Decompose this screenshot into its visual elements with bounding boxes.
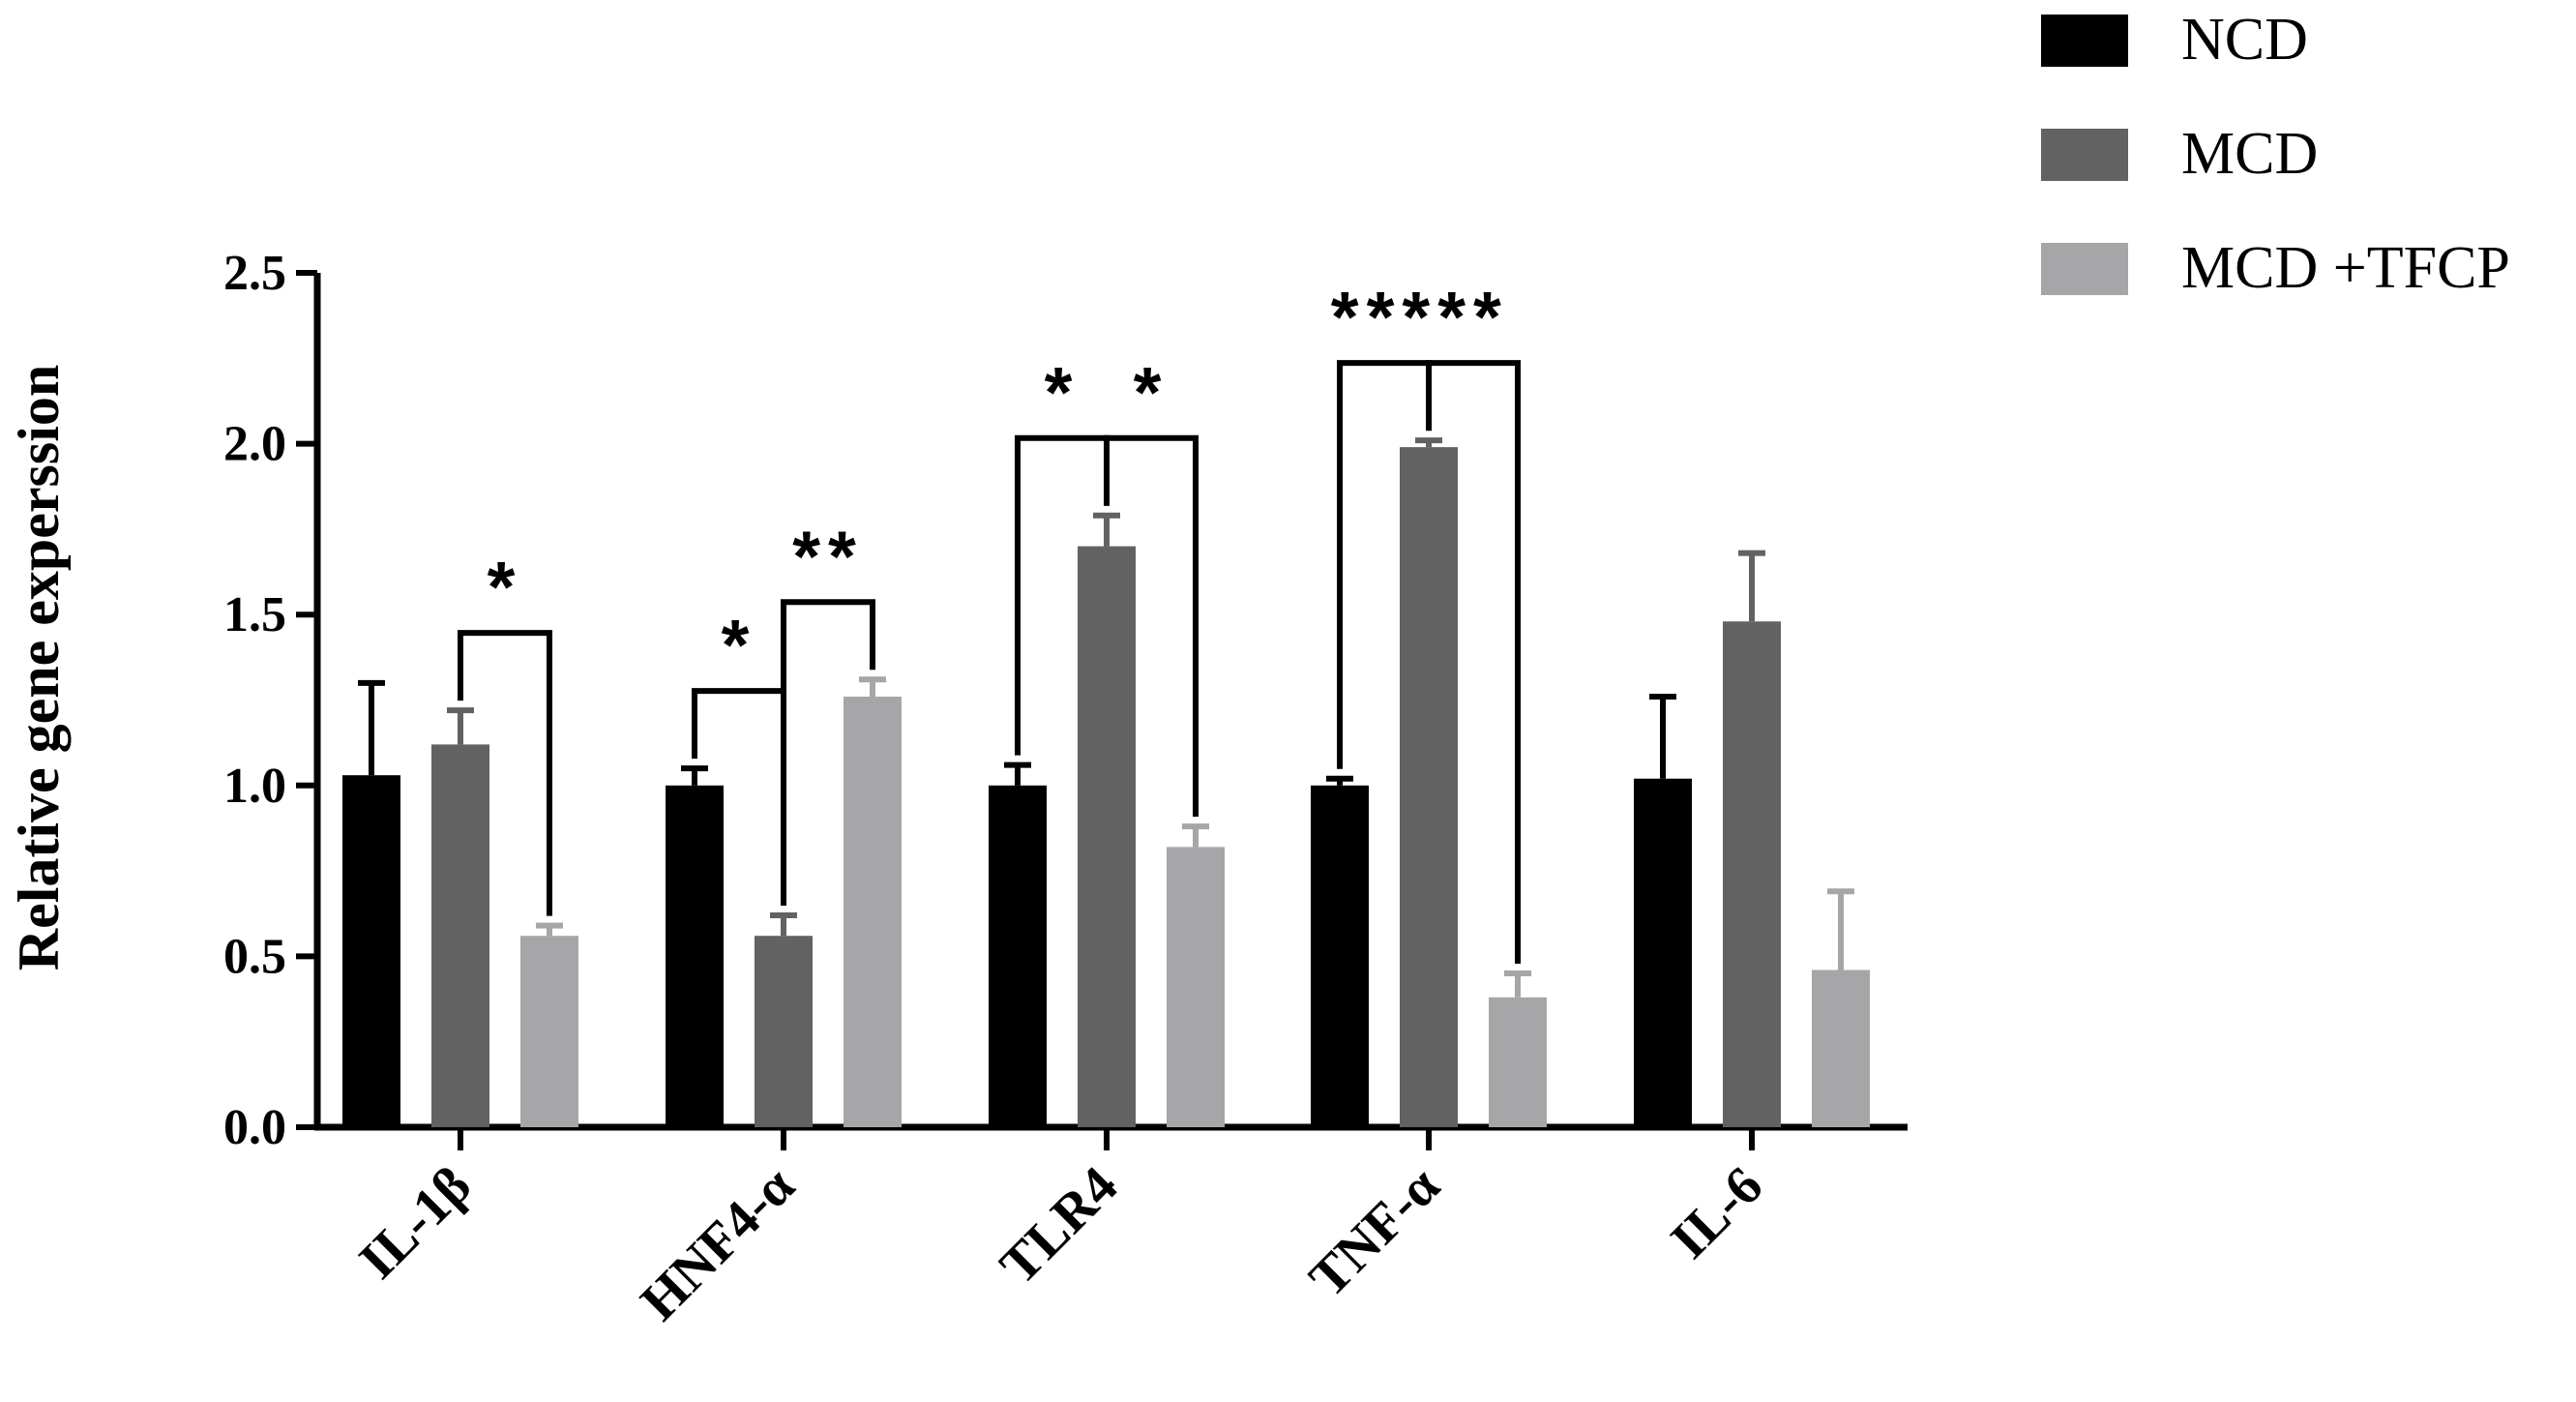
significance-label: ** — [792, 516, 864, 596]
significance-label: * — [488, 547, 523, 627]
bar — [520, 936, 578, 1127]
bars — [342, 447, 1870, 1128]
y-tick-label: 2.5 — [223, 246, 286, 301]
legend-label: MCD +TFCP — [2181, 235, 2510, 301]
significance-bracket — [1426, 360, 1521, 965]
bar — [1812, 969, 1870, 1127]
significance-bracket — [781, 599, 875, 907]
legend-swatch — [2041, 243, 2128, 295]
bar — [342, 775, 400, 1127]
legend-label: NCD — [2181, 7, 2308, 73]
y-axis-title: Relative gene experssion — [7, 365, 71, 971]
y-tick-label: 1.5 — [223, 587, 286, 642]
significance-bracket — [458, 630, 552, 916]
x-tick-label: HNF4-α — [630, 1155, 807, 1332]
error-bars — [358, 437, 1854, 998]
bar — [755, 936, 813, 1127]
significance-brackets: ***** **** ** — [458, 277, 1521, 965]
significance-label: * — [1134, 352, 1170, 433]
significance-label: *** — [1331, 277, 1437, 357]
bar — [844, 696, 902, 1127]
x-tick-label: TLR4 — [989, 1155, 1129, 1296]
bar — [431, 744, 489, 1127]
x-tick-label: IL-6 — [1660, 1155, 1775, 1270]
bar — [1167, 847, 1225, 1127]
significance-label: * — [722, 605, 757, 685]
legend-label: MCD — [2181, 121, 2318, 187]
y-tick-label: 0.0 — [223, 1100, 286, 1155]
bar — [1311, 785, 1369, 1127]
bar — [1078, 546, 1136, 1127]
legend-swatch — [2041, 129, 2128, 181]
y-axis: 0.0 0.5 1.0 1.5 2.0 2.5 — [223, 246, 321, 1155]
x-axis: IL-1β HNF4-α TLR4 TNF-α IL-6 — [314, 1123, 1908, 1332]
bar — [1489, 997, 1547, 1127]
x-tick-label: TNF-α — [1298, 1155, 1451, 1308]
legend-swatch — [2041, 15, 2128, 67]
legend: NCD MCD MCD +TFCP — [2041, 7, 2510, 301]
significance-bracket — [1104, 434, 1199, 818]
bar — [1634, 778, 1692, 1127]
bar — [666, 785, 724, 1127]
significance-label: * — [1045, 352, 1081, 433]
bar — [1400, 447, 1458, 1128]
y-tick-label: 0.5 — [223, 929, 286, 984]
bar — [989, 785, 1047, 1127]
bar — [1723, 621, 1781, 1127]
y-tick-label: 1.0 — [223, 759, 286, 814]
y-tick-label: 2.0 — [223, 417, 286, 472]
significance-label: ** — [1437, 277, 1509, 357]
x-tick-label: IL-1β — [348, 1155, 484, 1291]
